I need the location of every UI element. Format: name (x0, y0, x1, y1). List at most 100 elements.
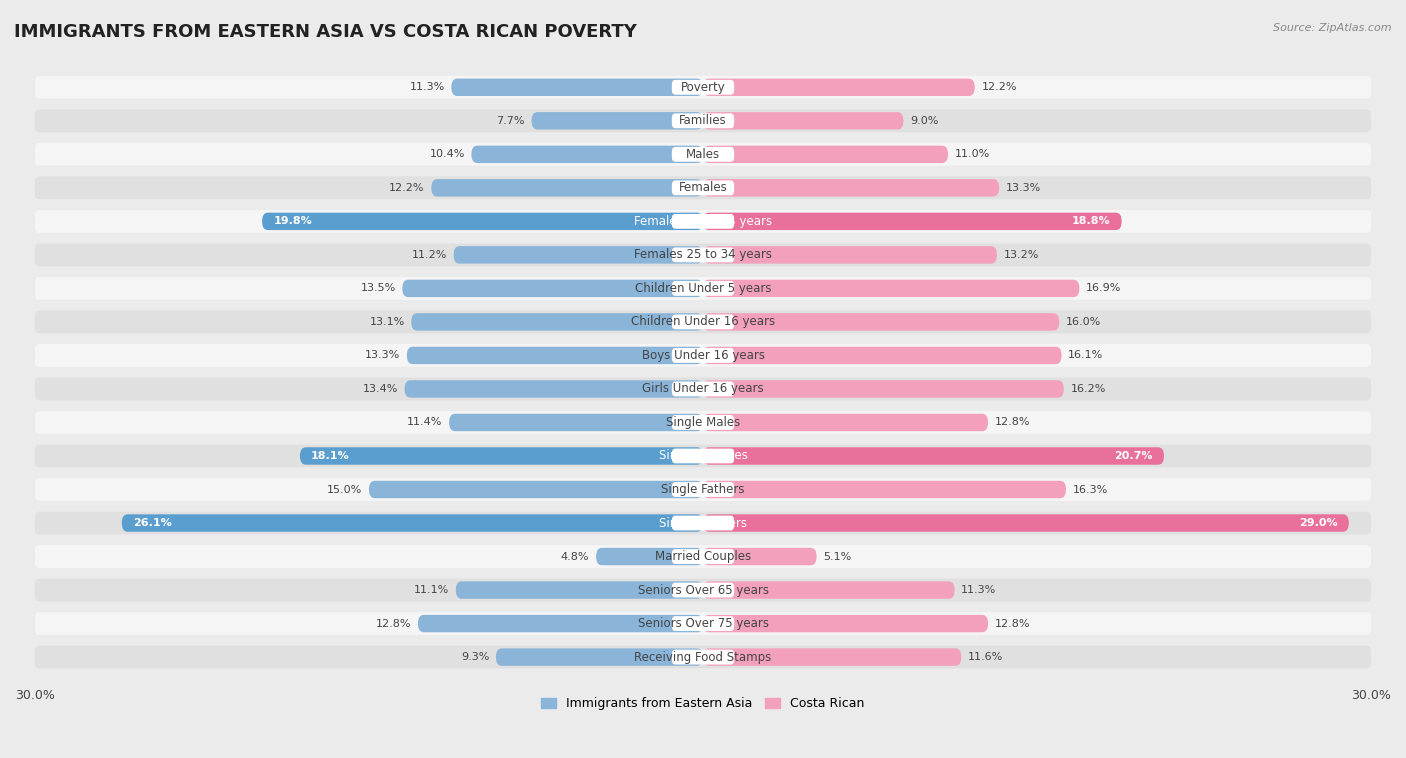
FancyBboxPatch shape (262, 213, 703, 230)
FancyBboxPatch shape (35, 612, 1371, 635)
Text: 13.5%: 13.5% (360, 283, 395, 293)
Text: Single Males: Single Males (666, 416, 740, 429)
Text: 4.8%: 4.8% (561, 552, 589, 562)
FancyBboxPatch shape (432, 179, 703, 196)
FancyBboxPatch shape (703, 447, 1164, 465)
Text: IMMIGRANTS FROM EASTERN ASIA VS COSTA RICAN POVERTY: IMMIGRANTS FROM EASTERN ASIA VS COSTA RI… (14, 23, 637, 41)
Text: 16.3%: 16.3% (1073, 484, 1108, 494)
Text: 12.2%: 12.2% (389, 183, 425, 193)
FancyBboxPatch shape (35, 210, 1371, 233)
Text: Single Fathers: Single Fathers (661, 483, 745, 496)
Text: 16.1%: 16.1% (1069, 350, 1104, 361)
FancyBboxPatch shape (703, 146, 948, 163)
Text: Females: Females (679, 181, 727, 194)
Text: 11.1%: 11.1% (413, 585, 449, 595)
FancyBboxPatch shape (703, 648, 962, 666)
FancyBboxPatch shape (703, 548, 817, 565)
Legend: Immigrants from Eastern Asia, Costa Rican: Immigrants from Eastern Asia, Costa Rica… (536, 692, 870, 715)
Text: 13.1%: 13.1% (370, 317, 405, 327)
FancyBboxPatch shape (531, 112, 703, 130)
Text: 19.8%: 19.8% (273, 216, 312, 227)
FancyBboxPatch shape (299, 447, 703, 465)
FancyBboxPatch shape (703, 414, 988, 431)
FancyBboxPatch shape (596, 548, 703, 565)
Text: 26.1%: 26.1% (134, 518, 172, 528)
FancyBboxPatch shape (35, 545, 1371, 568)
Text: 13.4%: 13.4% (363, 384, 398, 394)
FancyBboxPatch shape (412, 313, 703, 330)
FancyBboxPatch shape (672, 214, 734, 229)
FancyBboxPatch shape (454, 246, 703, 264)
FancyBboxPatch shape (35, 646, 1371, 669)
Text: 20.7%: 20.7% (1115, 451, 1153, 461)
Text: Poverty: Poverty (681, 81, 725, 94)
FancyBboxPatch shape (35, 311, 1371, 334)
Text: Married Couples: Married Couples (655, 550, 751, 563)
FancyBboxPatch shape (451, 79, 703, 96)
FancyBboxPatch shape (703, 179, 1000, 196)
Text: Children Under 5 years: Children Under 5 years (634, 282, 772, 295)
FancyBboxPatch shape (471, 146, 703, 163)
Text: 11.3%: 11.3% (962, 585, 997, 595)
FancyBboxPatch shape (405, 381, 703, 398)
Text: Seniors Over 65 years: Seniors Over 65 years (637, 584, 769, 597)
FancyBboxPatch shape (402, 280, 703, 297)
FancyBboxPatch shape (35, 243, 1371, 266)
Text: 13.3%: 13.3% (366, 350, 401, 361)
FancyBboxPatch shape (703, 280, 1080, 297)
Text: 10.4%: 10.4% (429, 149, 465, 159)
Text: 12.8%: 12.8% (994, 418, 1031, 428)
Text: 12.2%: 12.2% (981, 83, 1017, 92)
FancyBboxPatch shape (35, 344, 1371, 367)
FancyBboxPatch shape (703, 481, 1066, 498)
FancyBboxPatch shape (672, 515, 734, 531)
Text: Receiving Food Stamps: Receiving Food Stamps (634, 650, 772, 663)
Text: 15.0%: 15.0% (328, 484, 363, 494)
Text: 9.3%: 9.3% (461, 652, 489, 662)
FancyBboxPatch shape (672, 247, 734, 262)
FancyBboxPatch shape (672, 180, 734, 196)
FancyBboxPatch shape (35, 177, 1371, 199)
FancyBboxPatch shape (35, 277, 1371, 300)
Text: 5.1%: 5.1% (824, 552, 852, 562)
FancyBboxPatch shape (35, 411, 1371, 434)
FancyBboxPatch shape (703, 246, 997, 264)
Text: 13.3%: 13.3% (1005, 183, 1040, 193)
FancyBboxPatch shape (406, 346, 703, 364)
FancyBboxPatch shape (418, 615, 703, 632)
Text: 12.8%: 12.8% (994, 619, 1031, 628)
Text: 16.9%: 16.9% (1085, 283, 1122, 293)
Text: Females 18 to 24 years: Females 18 to 24 years (634, 215, 772, 228)
FancyBboxPatch shape (672, 616, 734, 631)
Text: Boys Under 16 years: Boys Under 16 years (641, 349, 765, 362)
Text: Source: ZipAtlas.com: Source: ZipAtlas.com (1274, 23, 1392, 33)
Text: Girls Under 16 years: Girls Under 16 years (643, 383, 763, 396)
FancyBboxPatch shape (672, 549, 734, 564)
FancyBboxPatch shape (35, 377, 1371, 400)
FancyBboxPatch shape (449, 414, 703, 431)
FancyBboxPatch shape (672, 114, 734, 128)
FancyBboxPatch shape (35, 76, 1371, 99)
Text: 12.8%: 12.8% (375, 619, 412, 628)
FancyBboxPatch shape (35, 109, 1371, 132)
FancyBboxPatch shape (703, 346, 1062, 364)
FancyBboxPatch shape (456, 581, 703, 599)
Text: Single Mothers: Single Mothers (659, 516, 747, 530)
FancyBboxPatch shape (35, 578, 1371, 601)
Text: 11.0%: 11.0% (955, 149, 990, 159)
Text: Families: Families (679, 114, 727, 127)
Text: 9.0%: 9.0% (910, 116, 938, 126)
FancyBboxPatch shape (672, 348, 734, 363)
FancyBboxPatch shape (672, 415, 734, 430)
FancyBboxPatch shape (35, 478, 1371, 501)
Text: 11.4%: 11.4% (408, 418, 443, 428)
FancyBboxPatch shape (672, 650, 734, 665)
Text: 11.6%: 11.6% (967, 652, 1004, 662)
FancyBboxPatch shape (35, 445, 1371, 468)
Text: 7.7%: 7.7% (496, 116, 524, 126)
Text: 16.0%: 16.0% (1066, 317, 1101, 327)
Text: Children Under 16 years: Children Under 16 years (631, 315, 775, 328)
FancyBboxPatch shape (35, 512, 1371, 534)
FancyBboxPatch shape (496, 648, 703, 666)
FancyBboxPatch shape (368, 481, 703, 498)
